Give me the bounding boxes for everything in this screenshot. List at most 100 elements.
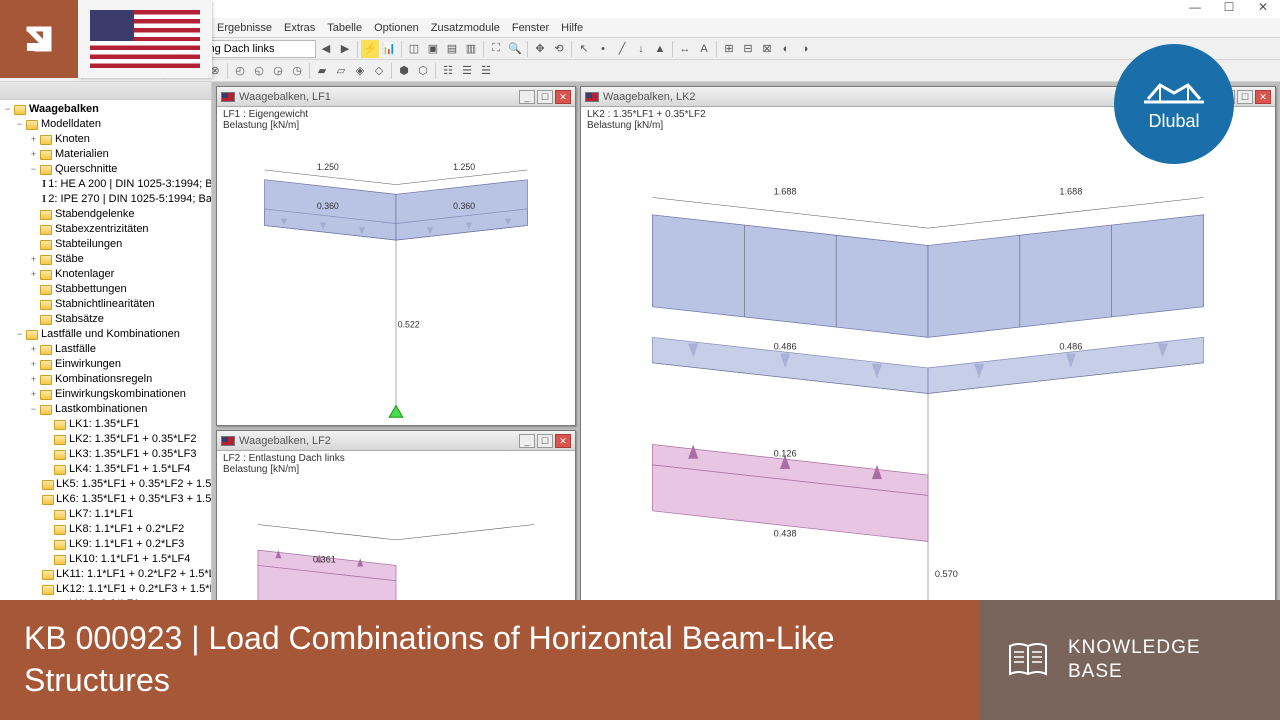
doc-lk2-close[interactable]: ✕ (1255, 90, 1271, 104)
window-minimize-button[interactable]: — (1178, 0, 1212, 18)
doc-lf1-close[interactable]: ✕ (555, 90, 571, 104)
tree-stabsaetze[interactable]: Stabsätze (0, 312, 211, 327)
tool-misc-2[interactable]: ⊟ (739, 40, 757, 58)
doc-lf1-max[interactable]: ☐ (537, 90, 553, 104)
tree-stabbettungen[interactable]: Stabbettungen (0, 282, 211, 297)
menu-ergebnisse[interactable]: Ergebnisse (212, 22, 277, 34)
tool-move[interactable]: ✥ (531, 40, 549, 58)
doc-lf1-title-text: Waagebalken, LF1 (239, 91, 331, 103)
doc-lf2-titlebar[interactable]: Waagebalken, LF2 _ ☐ ✕ (217, 431, 575, 451)
tool-rotate[interactable]: ⟲ (550, 40, 568, 58)
tree-stabexzentrizitaeten[interactable]: Stabexzentrizitäten (0, 222, 211, 237)
tree-lk-5[interactable]: LK5: 1.35*LF1 + 0.35*LF2 + 1.5*LF5 (0, 477, 211, 492)
doc-lf1-canvas[interactable]: 1.250 1.250 0.360 0.360 0.522 (217, 133, 575, 425)
tree-modelldaten[interactable]: −Modelldaten (0, 117, 211, 132)
tool-zoom-window[interactable]: 🔍 (506, 40, 524, 58)
tool2-19[interactable]: ◇ (370, 62, 388, 80)
doc-lf2-title-text: Waagebalken, LF2 (239, 435, 331, 447)
tool-prev[interactable]: ◀ (317, 40, 335, 58)
window-maximize-button[interactable]: ☐ (1212, 0, 1246, 18)
tree-stabteilungen[interactable]: Stabteilungen (0, 237, 211, 252)
tool2-12[interactable]: ◴ (231, 62, 249, 80)
tree-qs1[interactable]: I1: HE A 200 | DIN 1025-3:1994; Baust… (0, 177, 211, 192)
tool2-15[interactable]: ◷ (288, 62, 306, 80)
tree-root[interactable]: −Waagebalken (0, 102, 211, 117)
tree-lk-11[interactable]: LK11: 1.1*LF1 + 0.2*LF2 + 1.5*LF5 (0, 567, 211, 582)
menu-optionen[interactable]: Optionen (369, 22, 424, 34)
tool-misc-5[interactable]: ◑ (796, 40, 814, 58)
tree-lk-1[interactable]: LK1: 1.35*LF1 (0, 417, 211, 432)
doc-lf2-close[interactable]: ✕ (555, 434, 571, 448)
tool2-22[interactable]: ☷ (439, 62, 457, 80)
tool-results[interactable]: 📊 (380, 40, 398, 58)
tool-load[interactable]: ↓ (632, 40, 650, 58)
tree-lk-3[interactable]: LK3: 1.35*LF1 + 0.35*LF3 (0, 447, 211, 462)
tree-qs2[interactable]: I2: IPE 270 | DIN 1025-5:1994; Baustah… (0, 192, 211, 207)
tool-node[interactable]: • (594, 40, 612, 58)
menu-tabelle[interactable]: Tabelle (322, 22, 367, 34)
menu-zusatzmodule[interactable]: Zusatzmodule (426, 22, 505, 34)
tree-lk-10[interactable]: LK10: 1.1*LF1 + 1.5*LF4 (0, 552, 211, 567)
tool-calculate[interactable]: ⚡ (361, 40, 379, 58)
tool-view-x[interactable]: ▣ (424, 40, 442, 58)
tree-lk-8[interactable]: LK8: 1.1*LF1 + 0.2*LF2 (0, 522, 211, 537)
tree-stabendgelenke[interactable]: Stabendgelenke (0, 207, 211, 222)
svg-text:0.361: 0.361 (313, 554, 336, 564)
tool-dimension[interactable]: ↔ (676, 40, 694, 58)
tree-einwirkungskomb[interactable]: +Einwirkungskombinationen (0, 387, 211, 402)
doc-lf2-min[interactable]: _ (519, 434, 535, 448)
menu-fenster[interactable]: Fenster (507, 22, 554, 34)
tool2-24[interactable]: ☱ (477, 62, 495, 80)
tool2-20[interactable]: ⬢ (395, 62, 413, 80)
menu-hilfe[interactable]: Hilfe (556, 22, 588, 34)
doc-lf1-min[interactable]: _ (519, 90, 535, 104)
project-navigator: −Waagebalken −Modelldaten +Knoten +Mater… (0, 82, 212, 600)
tree-kombinationsregeln[interactable]: +Kombinationsregeln (0, 372, 211, 387)
tool2-16[interactable]: ▰ (313, 62, 331, 80)
tool2-23[interactable]: ☰ (458, 62, 476, 80)
tree-lastfaelle-und[interactable]: −Lastfälle und Kombinationen (0, 327, 211, 342)
tool-text[interactable]: A (695, 40, 713, 58)
tool2-14[interactable]: ◶ (269, 62, 287, 80)
tree-lk-12[interactable]: LK12: 1.1*LF1 + 0.2*LF3 + 1.5*LF6 (0, 582, 211, 597)
tool-zoom-fit[interactable]: ⛶ (487, 40, 505, 58)
tree-querschnitte[interactable]: −Querschnitte (0, 162, 211, 177)
tool-view-y[interactable]: ▤ (443, 40, 461, 58)
tool-select[interactable]: ↖ (575, 40, 593, 58)
tree-lk-7[interactable]: LK7: 1.1*LF1 (0, 507, 211, 522)
tree-stabnichtlinear[interactable]: Stabnichtlinearitäten (0, 297, 211, 312)
tool-view-iso[interactable]: ◫ (405, 40, 423, 58)
tool-support[interactable]: ▲ (651, 40, 669, 58)
tool-view-z[interactable]: ▥ (462, 40, 480, 58)
tree-staebe[interactable]: +Stäbe (0, 252, 211, 267)
svg-text:0.522: 0.522 (398, 320, 420, 330)
tree-lastfaelle[interactable]: +Lastfälle (0, 342, 211, 357)
corner-download-badge (0, 0, 78, 78)
doc-lk2-canvas[interactable]: 1.688 1.688 0.486 0.486 0.126 0.438 0.57… (581, 133, 1275, 644)
tree-lastkombinationen[interactable]: −Lastkombinationen (0, 402, 211, 417)
dlubal-logo-badge: Dlubal (1114, 44, 1234, 164)
window-close-button[interactable]: ✕ (1246, 0, 1280, 18)
tool2-13[interactable]: ◵ (250, 62, 268, 80)
tree-lk-2[interactable]: LK2: 1.35*LF1 + 0.35*LF2 (0, 432, 211, 447)
tool2-18[interactable]: ◈ (351, 62, 369, 80)
doc-lf2-max[interactable]: ☐ (537, 434, 553, 448)
tree-knoten[interactable]: +Knoten (0, 132, 211, 147)
tool2-17[interactable]: ▱ (332, 62, 350, 80)
tree-lk-9[interactable]: LK9: 1.1*LF1 + 0.2*LF3 (0, 537, 211, 552)
tool-member[interactable]: ╱ (613, 40, 631, 58)
tree-lk-4[interactable]: LK4: 1.35*LF1 + 1.5*LF4 (0, 462, 211, 477)
doc-lk2-max[interactable]: ☐ (1237, 90, 1253, 104)
tree-materialien[interactable]: +Materialien (0, 147, 211, 162)
svg-text:0.126: 0.126 (774, 449, 797, 459)
tree-einwirkungen[interactable]: +Einwirkungen (0, 357, 211, 372)
tool-next[interactable]: ▶ (336, 40, 354, 58)
tool2-21[interactable]: ⬡ (414, 62, 432, 80)
tree-lk-6[interactable]: LK6: 1.35*LF1 + 0.35*LF3 + 1.5*LF6 (0, 492, 211, 507)
tree-knotenlager[interactable]: +Knotenlager (0, 267, 211, 282)
tool-misc-3[interactable]: ⊠ (758, 40, 776, 58)
menu-extras[interactable]: Extras (279, 22, 320, 34)
doc-lf1-titlebar[interactable]: Waagebalken, LF1 _ ☐ ✕ (217, 87, 575, 107)
tool-misc-1[interactable]: ⊞ (720, 40, 738, 58)
tool-misc-4[interactable]: ◐ (777, 40, 795, 58)
